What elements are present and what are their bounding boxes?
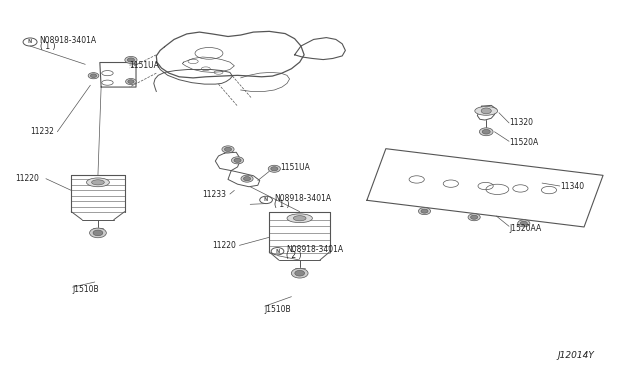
Ellipse shape <box>88 73 99 79</box>
Text: 11520A: 11520A <box>509 138 538 147</box>
Text: 1151UA: 1151UA <box>130 61 159 70</box>
Text: 11232: 11232 <box>30 127 54 136</box>
Ellipse shape <box>128 80 134 83</box>
Text: N: N <box>28 39 32 45</box>
Ellipse shape <box>92 180 104 185</box>
Ellipse shape <box>271 167 278 171</box>
Ellipse shape <box>268 165 280 172</box>
Ellipse shape <box>479 128 493 136</box>
Ellipse shape <box>127 58 134 62</box>
Text: ( 1 ): ( 1 ) <box>40 42 55 51</box>
Ellipse shape <box>475 106 498 115</box>
Ellipse shape <box>520 221 527 225</box>
Ellipse shape <box>241 175 253 182</box>
Ellipse shape <box>90 228 106 238</box>
Ellipse shape <box>243 177 251 181</box>
Text: J1520AA: J1520AA <box>509 224 541 232</box>
Text: N08918-3401A: N08918-3401A <box>40 36 97 45</box>
Ellipse shape <box>232 157 244 164</box>
Ellipse shape <box>470 215 477 219</box>
Ellipse shape <box>468 214 480 221</box>
Ellipse shape <box>421 209 428 213</box>
Ellipse shape <box>222 146 234 153</box>
Ellipse shape <box>518 220 530 227</box>
Text: 1151UA: 1151UA <box>280 163 310 172</box>
Ellipse shape <box>482 129 490 134</box>
Ellipse shape <box>93 230 103 236</box>
Text: J1510B: J1510B <box>265 305 291 314</box>
Text: J1510B: J1510B <box>72 285 99 294</box>
Ellipse shape <box>225 147 232 151</box>
Ellipse shape <box>90 74 97 77</box>
Text: N08918-3401A: N08918-3401A <box>275 194 332 203</box>
Text: 11340: 11340 <box>560 182 584 191</box>
Ellipse shape <box>86 178 109 187</box>
Ellipse shape <box>234 158 241 163</box>
Ellipse shape <box>295 270 305 276</box>
Text: 11320: 11320 <box>509 118 533 128</box>
Text: N: N <box>264 198 268 202</box>
Ellipse shape <box>419 208 431 215</box>
Ellipse shape <box>287 214 312 223</box>
Ellipse shape <box>291 268 308 278</box>
Text: N08918-3401A: N08918-3401A <box>286 245 344 254</box>
Text: 11233: 11233 <box>203 190 227 199</box>
Text: ( 1 ): ( 1 ) <box>275 200 290 209</box>
Text: J12014Y: J12014Y <box>558 351 595 360</box>
Text: 11220: 11220 <box>212 241 236 250</box>
Text: N: N <box>275 249 280 254</box>
Text: 11220: 11220 <box>15 174 39 183</box>
Ellipse shape <box>125 78 136 85</box>
Ellipse shape <box>293 216 306 221</box>
Text: ( 2 ): ( 2 ) <box>286 251 302 260</box>
Ellipse shape <box>125 57 137 64</box>
Ellipse shape <box>481 108 492 114</box>
